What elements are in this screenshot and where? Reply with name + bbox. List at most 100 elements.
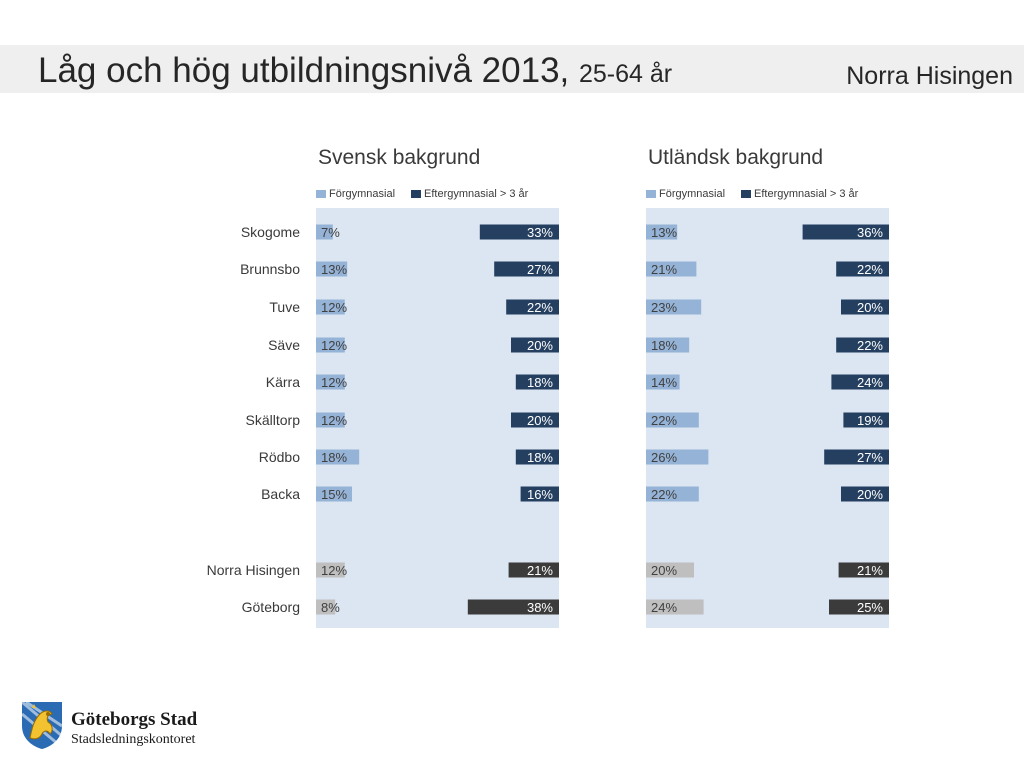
data-label-forgymnasial: 18% [651, 338, 677, 353]
category-label: Norra Hisingen [207, 562, 300, 578]
bar-forgymnasial [316, 261, 348, 277]
bar-forgymnasial [646, 486, 699, 502]
data-label-eftergymnasial: 36% [857, 225, 883, 240]
data-label-eftergymnasial: 19% [857, 413, 883, 428]
data-label-eftergymnasial: 18% [527, 375, 553, 390]
bar-eftergymnasial [824, 449, 889, 465]
data-label-eftergymnasial: 27% [527, 262, 553, 277]
bar-eftergymnasial [515, 449, 559, 465]
data-label-eftergymnasial: 20% [527, 413, 553, 428]
bar-forgymnasial [316, 562, 345, 578]
bar-eftergymnasial [508, 562, 559, 578]
data-label-eftergymnasial: 20% [527, 338, 553, 353]
legend-swatch-low [646, 190, 656, 198]
category-label: Brunnsbo [240, 261, 300, 277]
logo-name: Göteborgs Stad [71, 709, 198, 730]
data-label-forgymnasial: 12% [321, 413, 347, 428]
data-label-forgymnasial: 12% [321, 375, 347, 390]
bar-forgymnasial [316, 486, 352, 502]
legend-svensk: Förgymnasial Eftergymnasial > 3 år [316, 188, 544, 200]
bar-eftergymnasial [479, 224, 559, 240]
bar-forgymnasial [316, 449, 360, 465]
data-label-eftergymnasial: 18% [527, 450, 553, 465]
panel-title-utlandsk: Utländsk bakgrund [648, 146, 824, 169]
data-label-forgymnasial: 7% [321, 225, 340, 240]
category-label: Säve [268, 337, 300, 353]
bar-forgymnasial [646, 261, 697, 277]
data-label-eftergymnasial: 20% [857, 487, 883, 502]
data-label-forgymnasial: 12% [321, 563, 347, 578]
data-label-eftergymnasial: 21% [527, 563, 553, 578]
data-label-eftergymnasial: 25% [857, 600, 883, 615]
category-label: Backa [261, 486, 300, 502]
data-label-eftergymnasial: 20% [857, 300, 883, 315]
bar-eftergymnasial [494, 261, 559, 277]
title-age-range: 25-64 år [579, 60, 673, 88]
bar-forgymnasial [646, 224, 678, 240]
data-label-forgymnasial: 12% [321, 300, 347, 315]
bar-forgymnasial [316, 299, 345, 315]
bar-charts: Skogome 7% 33% Brunnsbo 13% 27% Tuve 12% 22% Säve… [207, 208, 889, 628]
legend-item-high: Eftergymnasial > 3 år [411, 188, 528, 200]
bar-eftergymnasial [467, 599, 559, 615]
bar-forgymnasial [646, 337, 690, 353]
area-label: Norra Hisingen [846, 62, 1013, 90]
bar-forgymnasial [646, 449, 709, 465]
bar-eftergymnasial [520, 486, 559, 502]
data-label-forgymnasial: 13% [651, 225, 677, 240]
bar-forgymnasial [646, 299, 702, 315]
data-label-forgymnasial: 12% [321, 338, 347, 353]
bar-eftergymnasial [841, 299, 889, 315]
legend-swatch-high [741, 190, 752, 198]
bar-forgymnasial [316, 224, 333, 240]
legend-swatch-low [316, 190, 326, 198]
legend-item-low: Förgymnasial [316, 188, 395, 200]
bar-forgymnasial [316, 337, 345, 353]
data-label-eftergymnasial: 38% [527, 600, 553, 615]
data-label-eftergymnasial: 22% [857, 338, 883, 353]
data-label-eftergymnasial: 24% [857, 375, 883, 390]
category-label: Skälltorp [246, 412, 301, 428]
data-label-forgymnasial: 24% [651, 600, 677, 615]
data-label-forgymnasial: 22% [651, 487, 677, 502]
data-label-forgymnasial: 20% [651, 563, 677, 578]
data-label-eftergymnasial: 21% [857, 563, 883, 578]
bar-forgymnasial [316, 374, 345, 390]
data-label-forgymnasial: 26% [651, 450, 677, 465]
bar-eftergymnasial [511, 412, 559, 428]
bar-eftergymnasial [831, 374, 889, 390]
bar-eftergymnasial [843, 412, 889, 428]
legend-label-high: Eftergymnasial > 3 år [424, 188, 529, 200]
bar-eftergymnasial [836, 261, 889, 277]
category-label: Tuve [269, 299, 300, 315]
legend-label-low: Förgymnasial [659, 188, 726, 200]
data-label-forgymnasial: 15% [321, 487, 347, 502]
bar-forgymnasial [316, 412, 345, 428]
data-label-eftergymnasial: 22% [857, 262, 883, 277]
bar-eftergymnasial [515, 374, 559, 390]
bar-forgymnasial [646, 412, 699, 428]
title-main: Låg och hög utbildningsnivå 2013, [38, 51, 570, 90]
bar-eftergymnasial [836, 337, 889, 353]
legend-label-high: Eftergymnasial > 3 år [754, 188, 859, 200]
bar-forgymnasial [646, 374, 680, 390]
legend-item-high: Eftergymnasial > 3 år [741, 188, 858, 200]
title-band [0, 45, 1024, 93]
data-label-eftergymnasial: 33% [527, 225, 553, 240]
data-label-forgymnasial: 22% [651, 413, 677, 428]
panel-title-svensk: Svensk bakgrund [318, 146, 481, 169]
bar-forgymnasial [316, 599, 336, 615]
bar-eftergymnasial [506, 299, 559, 315]
bar-forgymnasial [646, 599, 704, 615]
bar-eftergymnasial [838, 562, 889, 578]
legend-utlandsk: Förgymnasial Eftergymnasial > 3 år [646, 188, 874, 200]
data-label-forgymnasial: 13% [321, 262, 347, 277]
category-label: Rödbo [259, 449, 300, 465]
legend-label-low: Förgymnasial [329, 188, 396, 200]
data-label-forgymnasial: 18% [321, 450, 347, 465]
bar-forgymnasial [646, 562, 694, 578]
data-label-forgymnasial: 14% [651, 375, 677, 390]
logo-department: Stadsledningskontoret [71, 732, 196, 747]
data-label-eftergymnasial: 16% [527, 487, 553, 502]
bar-eftergymnasial [841, 486, 889, 502]
